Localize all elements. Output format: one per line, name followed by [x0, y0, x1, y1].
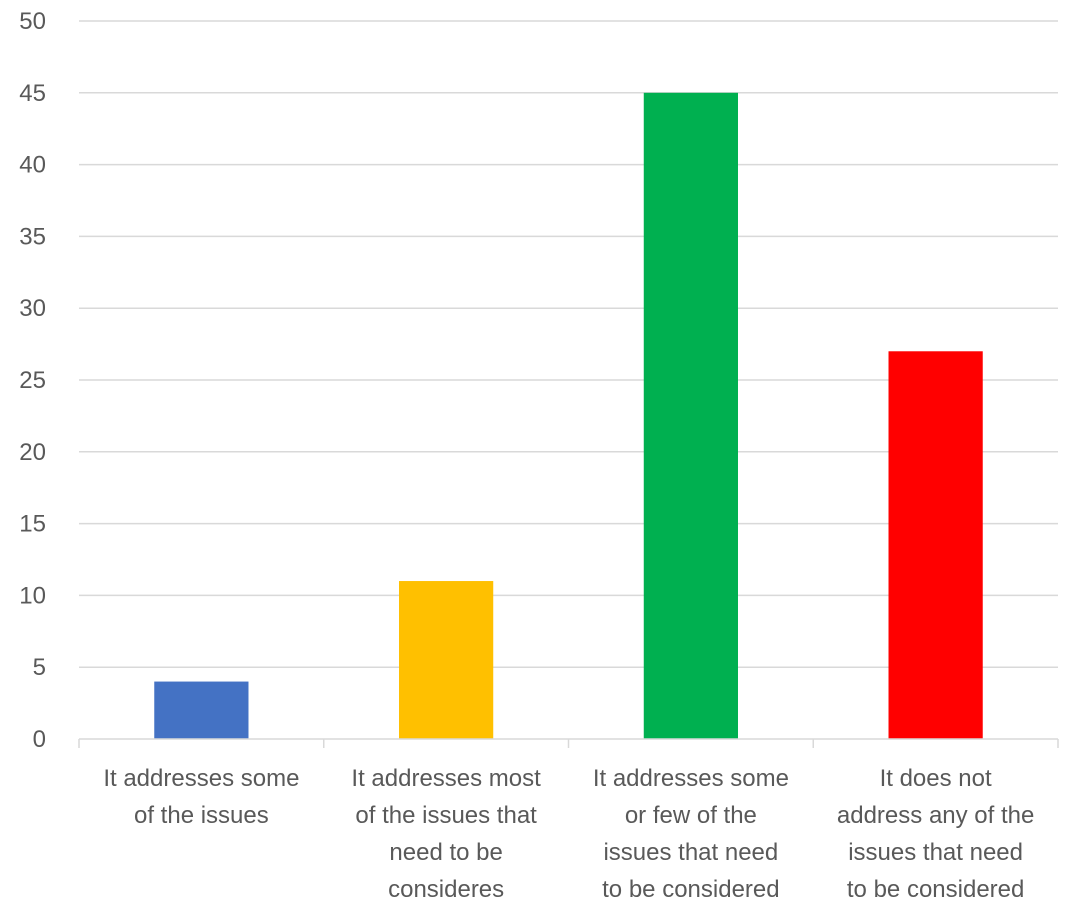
gridlines	[79, 20, 1058, 668]
x-category-label-line: of the issues	[134, 802, 269, 829]
bar-3	[643, 92, 738, 740]
x-category-label-line: or few of the	[625, 802, 757, 829]
x-axis	[78, 738, 1059, 748]
y-tick-label-45: 45	[19, 80, 46, 107]
bar-2	[399, 581, 494, 739]
x-category-label-line: It addresses some	[103, 765, 299, 792]
y-tick-label-15: 15	[19, 511, 46, 538]
x-category-label-3: It addresses some or few of the issues tha…	[593, 765, 789, 903]
y-tick-label-35: 35	[19, 223, 46, 250]
x-category-label-line: to be considered	[602, 876, 779, 903]
x-category-label-line: need to be	[389, 839, 502, 866]
y-axis-tick-labels: 0 5 10 15 20 25 30 35 40 45 50	[19, 8, 46, 753]
bar-1	[154, 681, 249, 739]
y-tick-label-50: 50	[19, 8, 46, 35]
x-category-label-line: It addresses some	[593, 765, 789, 792]
x-category-label-4: It does not address any of the issues that…	[837, 765, 1034, 903]
y-tick-label-10: 10	[19, 582, 46, 609]
x-category-label-line: It does not	[880, 765, 992, 792]
x-category-label-line: issues that need	[848, 839, 1023, 866]
bar-4	[888, 351, 983, 739]
x-category-label-line: consideres	[388, 876, 504, 903]
y-tick-label-30: 30	[19, 295, 46, 322]
x-category-label-1: It addresses some of the issues	[103, 765, 299, 829]
y-tick-label-5: 5	[33, 654, 46, 681]
y-tick-label-20: 20	[19, 439, 46, 466]
bars	[154, 92, 983, 740]
x-category-label-line: issues that need	[603, 839, 778, 866]
x-category-label-line: address any of the	[837, 802, 1034, 829]
x-category-label-line: of the issues that	[355, 802, 537, 829]
y-tick-label-25: 25	[19, 367, 46, 394]
y-tick-label-40: 40	[19, 152, 46, 179]
x-category-label-2: It addresses most of the issues that need …	[351, 765, 541, 903]
y-tick-label-0: 0	[33, 726, 46, 753]
x-category-label-line: to be considered	[847, 876, 1024, 903]
x-category-label-line: It addresses most	[351, 765, 541, 792]
